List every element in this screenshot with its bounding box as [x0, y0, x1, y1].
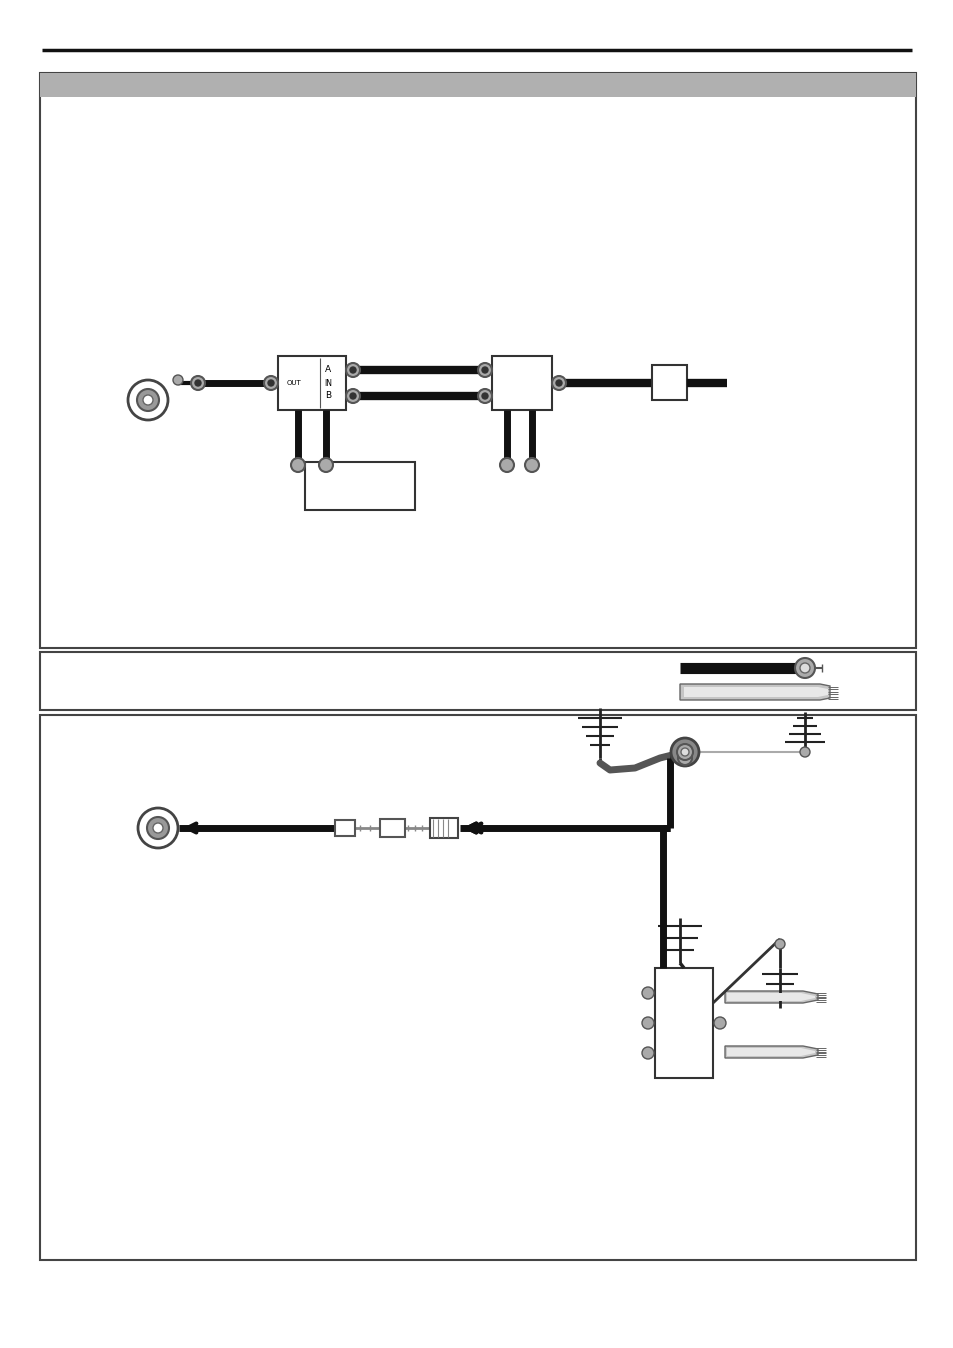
Polygon shape [724, 991, 817, 1003]
Circle shape [641, 1016, 654, 1029]
Circle shape [147, 817, 169, 838]
Circle shape [524, 458, 538, 472]
Circle shape [138, 807, 178, 848]
Polygon shape [724, 1046, 817, 1058]
Circle shape [641, 1047, 654, 1060]
Circle shape [268, 380, 274, 386]
Text: IN: IN [324, 379, 332, 387]
Bar [40, 652, 915, 710]
Bar [492, 356, 552, 410]
Text: A: A [325, 365, 331, 375]
Circle shape [670, 737, 699, 766]
Bar [277, 356, 346, 410]
Text: OUT: OUT [286, 380, 301, 386]
Circle shape [346, 363, 359, 377]
Circle shape [800, 747, 809, 758]
Circle shape [481, 394, 488, 399]
Circle shape [481, 367, 488, 373]
Circle shape [350, 367, 355, 373]
Circle shape [318, 458, 333, 472]
Bar [40, 714, 915, 1260]
Circle shape [641, 987, 654, 999]
Bar [430, 818, 457, 838]
Circle shape [143, 395, 152, 404]
Circle shape [794, 658, 814, 678]
Bar [655, 968, 712, 1078]
Circle shape [678, 751, 691, 766]
Circle shape [680, 748, 688, 756]
Circle shape [291, 458, 305, 472]
Circle shape [677, 744, 692, 760]
Bar [335, 820, 355, 836]
Circle shape [713, 1016, 725, 1029]
Circle shape [346, 390, 359, 403]
Polygon shape [679, 683, 829, 700]
Circle shape [264, 376, 277, 390]
Circle shape [556, 380, 561, 386]
Polygon shape [726, 993, 814, 1002]
Circle shape [552, 376, 565, 390]
Circle shape [152, 824, 163, 833]
Circle shape [350, 394, 355, 399]
Text: B: B [325, 391, 331, 400]
Bar [305, 462, 415, 510]
Bar [379, 820, 405, 837]
Circle shape [477, 390, 492, 403]
Polygon shape [683, 687, 827, 697]
Circle shape [128, 380, 168, 421]
Circle shape [194, 380, 201, 386]
Bar [651, 365, 686, 400]
Circle shape [172, 375, 183, 386]
Circle shape [800, 663, 809, 673]
Circle shape [191, 376, 205, 390]
Polygon shape [726, 1047, 814, 1055]
Circle shape [477, 363, 492, 377]
Bar [40, 73, 915, 648]
Circle shape [774, 940, 784, 949]
Circle shape [499, 458, 514, 472]
Bar [40, 73, 915, 97]
Circle shape [137, 390, 159, 411]
